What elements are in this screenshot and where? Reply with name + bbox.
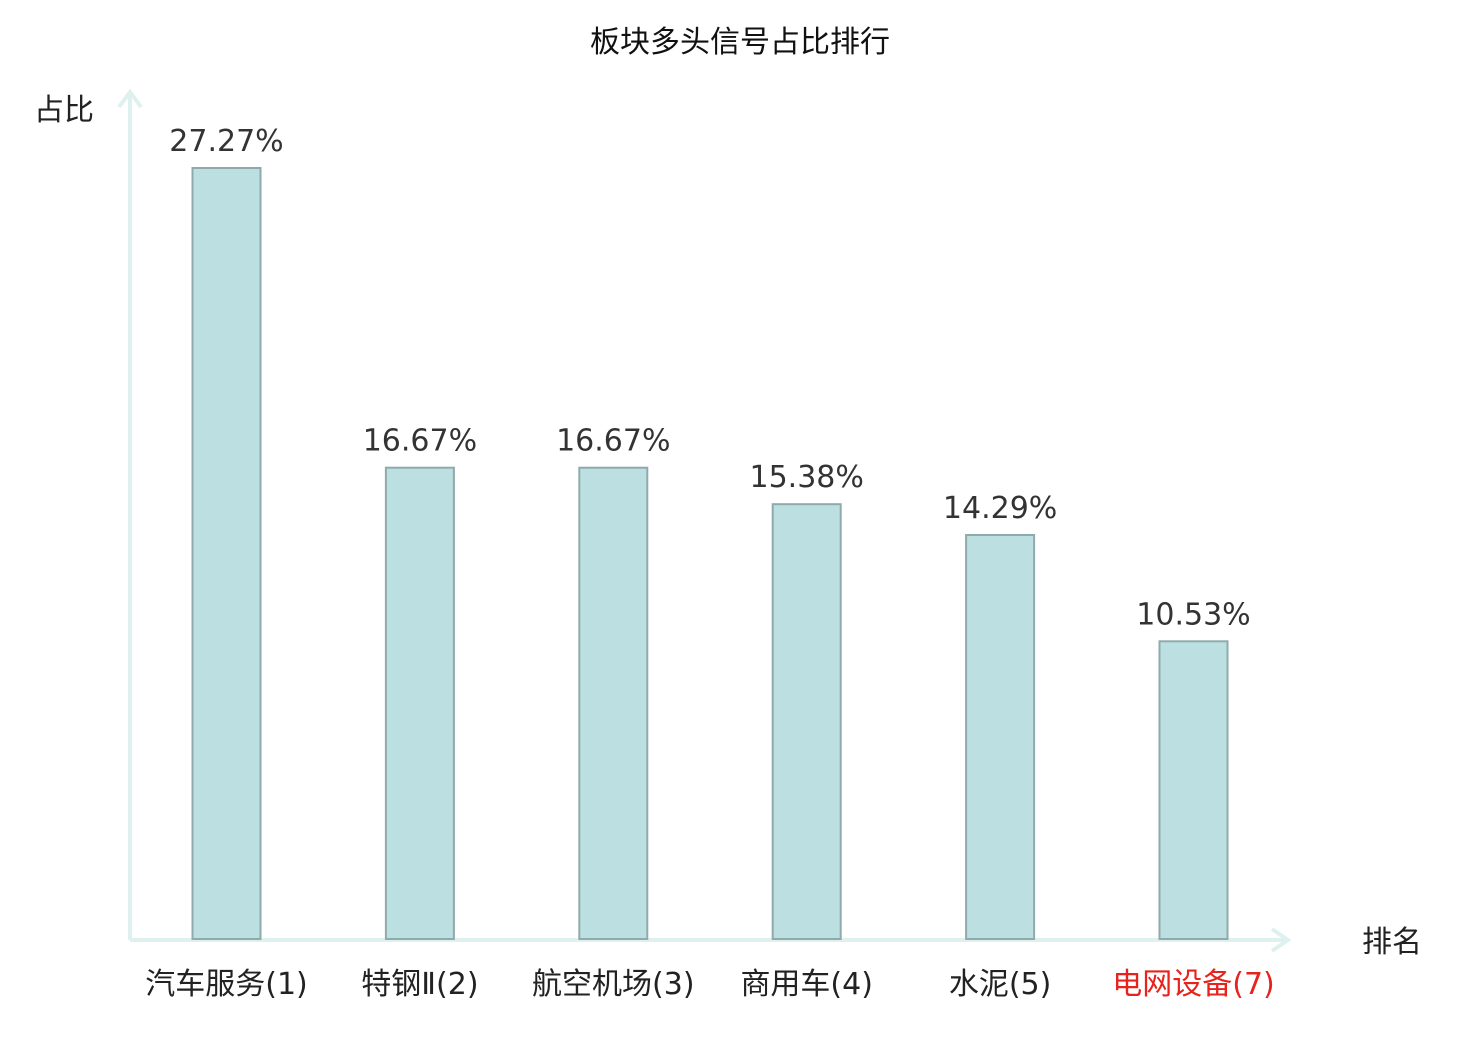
value-label-3: 16.67% [556, 424, 670, 459]
value-label-6: 10.53% [1136, 597, 1250, 632]
value-labels-group: 27.27% 16.67% 16.67% 15.38% 14.29% 10.53% [169, 124, 1250, 632]
category-label-5: 水泥(5) [949, 967, 1052, 1002]
x-axis-label: 排名 [1362, 925, 1422, 960]
y-axis-arrow [117, 88, 143, 109]
value-label-5: 14.29% [943, 491, 1057, 526]
bar-4 [771, 503, 842, 940]
bar-6 [1158, 640, 1229, 940]
category-label-1: 汽车服务(1) [145, 967, 308, 1002]
bars-group [191, 167, 1229, 940]
category-labels-group: 汽车服务(1) 特钢Ⅱ(2) 航空机场(3) 商用车(4) 水泥(5) 电网设备(7) [145, 967, 1275, 1002]
x-axis-arrow [1270, 927, 1292, 953]
value-label-1: 27.27% [169, 124, 283, 159]
bar-5 [965, 534, 1036, 940]
value-label-4: 15.38% [750, 460, 864, 495]
y-axis-label: 占比 [34, 93, 94, 128]
bar-3 [578, 466, 649, 940]
chart-title: 板块多头信号占比排行 [590, 25, 890, 60]
category-label-4: 商用车(4) [740, 967, 873, 1002]
category-label-2: 特钢Ⅱ(2) [361, 967, 478, 1002]
category-label-6: 电网设备(7) [1112, 967, 1275, 1002]
value-label-2: 16.67% [363, 424, 477, 459]
bar-2 [384, 466, 455, 940]
bar-1 [191, 167, 262, 940]
category-label-3: 航空机场(3) [532, 967, 695, 1002]
